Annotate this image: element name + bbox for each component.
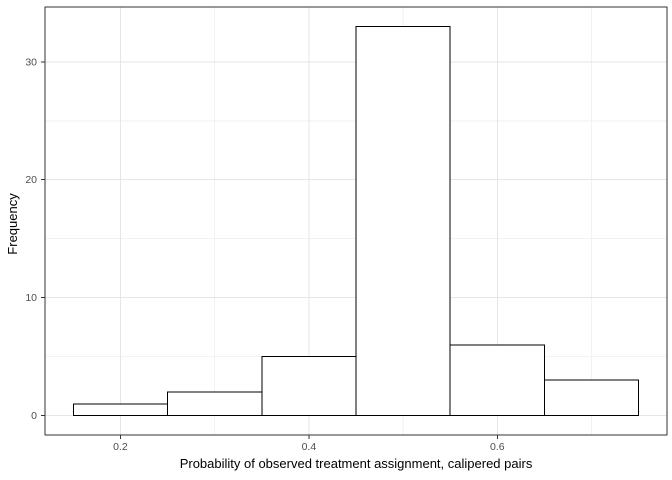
- y-tick-label: 20: [25, 174, 37, 186]
- y-tick-label: 30: [25, 56, 37, 68]
- histogram-bars: [72, 25, 640, 417]
- y-axis-title: Frequency: [5, 193, 20, 255]
- histogram-bar: [72, 403, 169, 417]
- x-tick-label: 0.2: [113, 441, 128, 453]
- x-axis-title: Probability of observed treatment assign…: [180, 456, 533, 471]
- histogram-bar: [543, 379, 640, 417]
- histogram-bar: [355, 25, 451, 417]
- axis-tick-labels: 0.2 0.4 0.6 0 10 20 30: [25, 56, 505, 453]
- y-tick-label: 10: [25, 292, 37, 304]
- axis-tick-marks: [41, 61, 498, 439]
- x-tick-label: 0.6: [490, 441, 505, 453]
- y-tick-label: 0: [31, 410, 37, 422]
- histogram-bar: [167, 391, 263, 417]
- histogram-bar: [449, 344, 545, 417]
- x-tick-label: 0.4: [302, 441, 317, 453]
- panel-border: [44, 6, 668, 436]
- histogram-bar: [261, 356, 357, 417]
